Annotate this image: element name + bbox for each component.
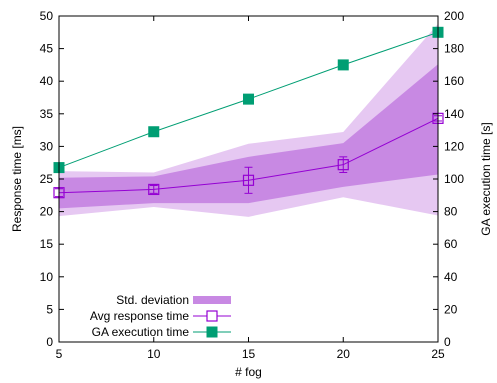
ga-execution-time-point [148, 126, 160, 138]
y2-tick-label: 40 [444, 270, 458, 284]
x-tick-label: 5 [56, 347, 63, 361]
y-tick-label: 15 [40, 237, 54, 251]
ga-execution-time-point [337, 59, 349, 71]
legend: Std. deviation Avg response time GA exec… [90, 293, 231, 339]
y2-tick-label: 20 [444, 302, 458, 316]
y2-tick-label: 180 [444, 42, 464, 56]
legend-label-ga-execution-time: GA execution time [92, 325, 190, 339]
y-tick-label: 45 [40, 42, 54, 56]
y2-tick-label: 160 [444, 74, 464, 88]
y2-tick-label: 60 [444, 237, 458, 251]
y-tick-label: 5 [46, 302, 53, 316]
y-tick-label: 30 [40, 139, 54, 153]
y-tick-label: 50 [40, 9, 54, 23]
legend-label-avg-response-time: Avg response time [90, 309, 189, 323]
y-tick-label: 40 [40, 74, 54, 88]
avg-response-time-point [148, 183, 160, 196]
y2-tick-label: 140 [444, 107, 464, 121]
x-tick-label: 25 [431, 347, 445, 361]
y-tick-label: 0 [46, 335, 53, 349]
y-axis-label: Response time [ms] [10, 126, 24, 232]
y2-tick-label: 100 [444, 172, 464, 186]
y-tick-label: 20 [40, 205, 54, 219]
tick-labels: 0510152025303540455002040608010012014016… [40, 9, 465, 361]
y2-tick-label: 80 [444, 205, 458, 219]
y2-tick-label: 200 [444, 9, 464, 23]
y-tick-label: 10 [40, 270, 54, 284]
y-tick-label: 35 [40, 107, 54, 121]
legend-label-std-deviation: Std. deviation [116, 293, 189, 307]
x-tick-label: 10 [147, 347, 161, 361]
ga-execution-time-point [243, 93, 254, 105]
x-tick-label: 15 [242, 347, 256, 361]
legend-marker-ga-execution-time [206, 326, 218, 338]
axis-ticks [58, 15, 439, 343]
avg-response-time-point [242, 174, 255, 186]
y2-tick-label: 0 [444, 335, 451, 349]
legend-marker-avg-response-time [206, 310, 218, 322]
x-axis-label: # fog [235, 365, 262, 379]
y-tick-label: 25 [40, 172, 54, 186]
y2-axis-label: GA execution time [s] [479, 122, 493, 235]
y2-tick-label: 120 [444, 139, 464, 153]
legend-swatch-std-deviation [193, 296, 231, 304]
avg-response-time-point [337, 159, 349, 171]
x-tick-label: 20 [337, 347, 351, 361]
